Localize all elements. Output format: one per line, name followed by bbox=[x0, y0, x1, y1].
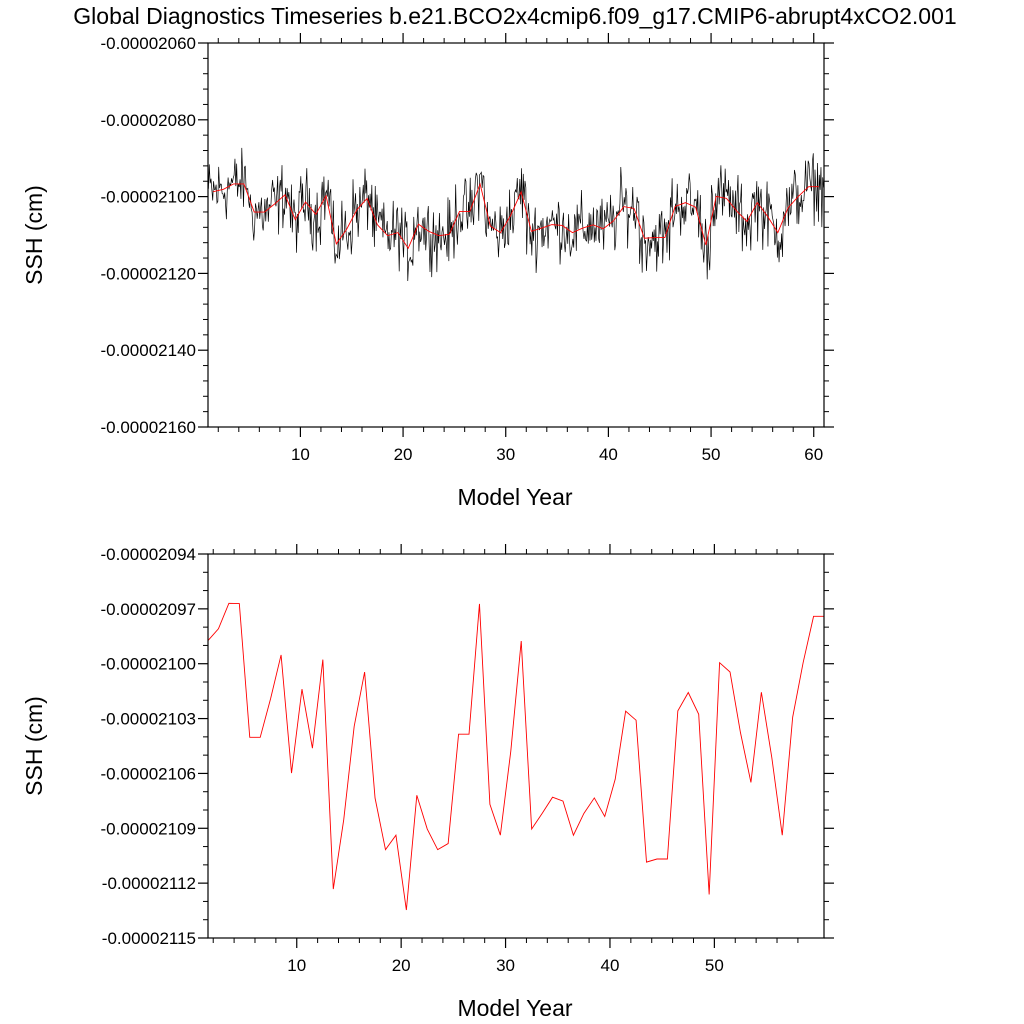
bottom-y-tick-label: -0.00002097 bbox=[101, 600, 196, 619]
bottom-plot-area bbox=[207, 602, 824, 911]
top-x-tick-label: 30 bbox=[496, 445, 515, 464]
top-y-tick-label: -0.00002140 bbox=[101, 341, 196, 360]
bottom-y-tick-label: -0.00002094 bbox=[101, 545, 196, 564]
bottom-x-tick-label: 20 bbox=[392, 956, 411, 975]
top-x-tick-label: 40 bbox=[599, 445, 618, 464]
chart-title: Global Diagnostics Timeseries b.e21.BCO2… bbox=[73, 3, 956, 29]
top-panel: -0.00002060 -0.00002080 -0.00002100 -0.0000… bbox=[21, 33, 834, 510]
bottom-x-tick-label: 30 bbox=[496, 956, 515, 975]
bottom-y-tick-label: -0.00002115 bbox=[102, 929, 196, 948]
bottom-y-tick-label: -0.00002103 bbox=[101, 710, 196, 729]
top-x-tick-label: 10 bbox=[291, 445, 310, 464]
bottom-plot-frame bbox=[207, 553, 825, 939]
top-plot-frame bbox=[207, 42, 825, 428]
bottom-axis-ticks: -0.00002094 -0.00002097 -0.00002100 -0.0000… bbox=[101, 544, 834, 975]
top-x-tick-label: 20 bbox=[394, 445, 413, 464]
bottom-series-annual-line bbox=[207, 602, 824, 911]
bottom-y-tick-label: -0.00002112 bbox=[102, 874, 196, 893]
bottom-y-tick-label: -0.00002100 bbox=[101, 655, 196, 674]
bottom-x-tick-label: 10 bbox=[287, 956, 306, 975]
top-x-axis-label: Model Year bbox=[457, 484, 572, 510]
bottom-x-axis-label: Model Year bbox=[457, 995, 572, 1021]
bottom-x-tick-label: 40 bbox=[601, 956, 620, 975]
top-plot-area bbox=[208, 147, 824, 281]
top-y-tick-label: -0.00002080 bbox=[101, 111, 196, 130]
bottom-y-axis-label: SSH (cm) bbox=[21, 696, 47, 796]
bottom-y-tick-label: -0.00002109 bbox=[101, 819, 196, 838]
top-y-tick-label: -0.00002060 bbox=[101, 34, 196, 53]
top-x-tick-label: 50 bbox=[702, 445, 721, 464]
bottom-panel: -0.00002094 -0.00002097 -0.00002100 -0.0000… bbox=[21, 544, 834, 1021]
top-x-tick-label: 60 bbox=[804, 445, 823, 464]
top-series-annual-line bbox=[213, 182, 819, 250]
top-y-axis-label: SSH (cm) bbox=[21, 185, 47, 285]
bottom-x-tick-label: 50 bbox=[705, 956, 724, 975]
bottom-y-tick-label: -0.00002106 bbox=[101, 764, 196, 783]
top-y-tick-label: -0.00002100 bbox=[101, 188, 196, 207]
top-axis-ticks: -0.00002060 -0.00002080 -0.00002100 -0.0000… bbox=[101, 33, 834, 464]
top-y-tick-label: -0.00002160 bbox=[101, 418, 196, 437]
top-y-tick-label: -0.00002120 bbox=[101, 264, 196, 283]
top-series-monthly-line bbox=[208, 147, 824, 281]
